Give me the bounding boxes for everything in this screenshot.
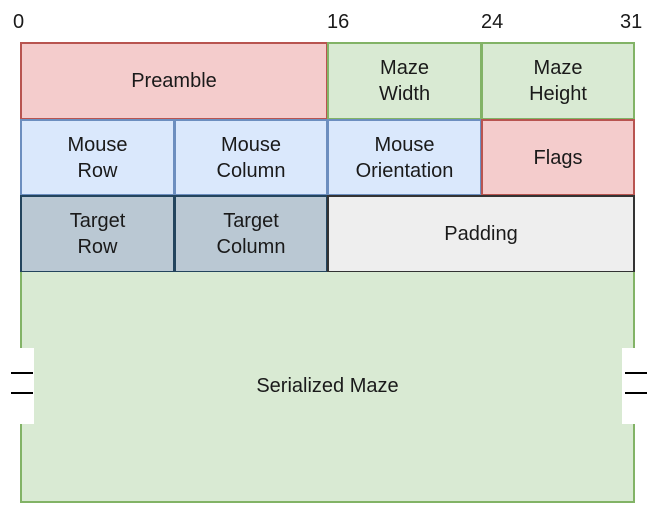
- left-break-mark-bottom: [11, 392, 33, 394]
- bit-label-31: 31: [620, 11, 643, 33]
- target-column-field: Target Column: [174, 195, 328, 273]
- mouse-row-field: Mouse Row: [20, 119, 175, 196]
- bit-label-16: 16: [327, 11, 350, 33]
- left-break-gap: [8, 348, 34, 424]
- maze-width-field: Maze Width: [327, 42, 482, 120]
- right-break-mark-bottom: [625, 392, 647, 394]
- right-break-mark-top: [625, 372, 647, 374]
- bit-label-0: 0: [13, 11, 25, 33]
- bit-label-24: 24: [481, 11, 504, 33]
- preamble-field: Preamble: [20, 42, 328, 120]
- flags-field: Flags: [481, 119, 635, 196]
- mouse-column-field: Mouse Column: [174, 119, 328, 196]
- left-break-mark-top: [11, 372, 33, 374]
- serialized-maze-field: Serialized Maze: [20, 272, 635, 503]
- serialized-maze-label: Serialized Maze: [256, 375, 399, 397]
- right-break-gap: [622, 348, 648, 424]
- maze-height-field: Maze Height: [481, 42, 635, 120]
- mouse-orientation-field: Mouse Orientation: [327, 119, 482, 196]
- target-row-field: Target Row: [20, 195, 175, 273]
- padding-field: Padding: [327, 195, 635, 273]
